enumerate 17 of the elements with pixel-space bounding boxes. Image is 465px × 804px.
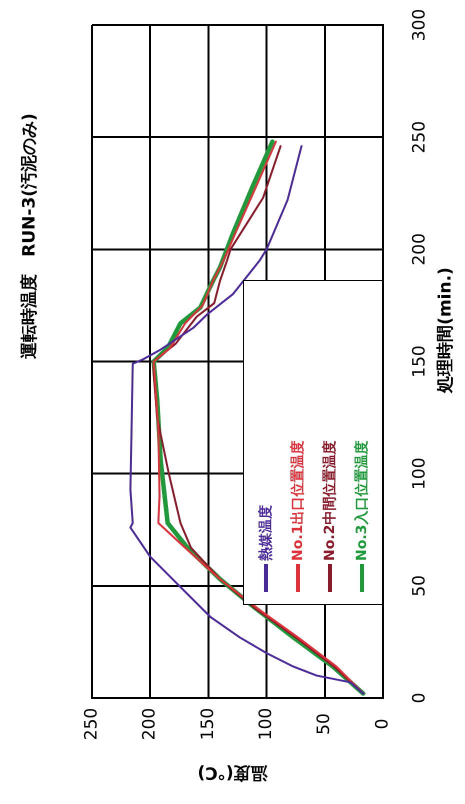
text: 運転時温度 RUN-3(汚泥のみ) <box>19 113 40 360</box>
y-tick-label: 100 <box>409 457 430 490</box>
y-axis-title: 処理時間(min.) <box>435 267 456 394</box>
x-tick-label: 200 <box>140 708 160 740</box>
x-tick-label: 250 <box>81 708 102 740</box>
y-tick-label: 200 <box>409 233 430 266</box>
y-tick-label: 300 <box>409 8 430 42</box>
x-tick-label: 0 <box>372 718 392 730</box>
legend-panel: 熱媒温度 No.1出口位置温度 No.2中間位置温度 No.3入口位置温度 <box>243 280 383 605</box>
x-tick-label: 100 <box>256 708 276 740</box>
x-tick-label: 50 <box>314 713 334 735</box>
y-tick-label: 50 <box>409 575 430 597</box>
y-tick-label: 250 <box>409 120 430 154</box>
y-tick-label: 0 <box>409 692 430 704</box>
y-tick-label: 150 <box>409 345 430 378</box>
x-axis-title: 温度(℃) <box>197 762 269 783</box>
x-tick-label: 150 <box>198 708 218 740</box>
